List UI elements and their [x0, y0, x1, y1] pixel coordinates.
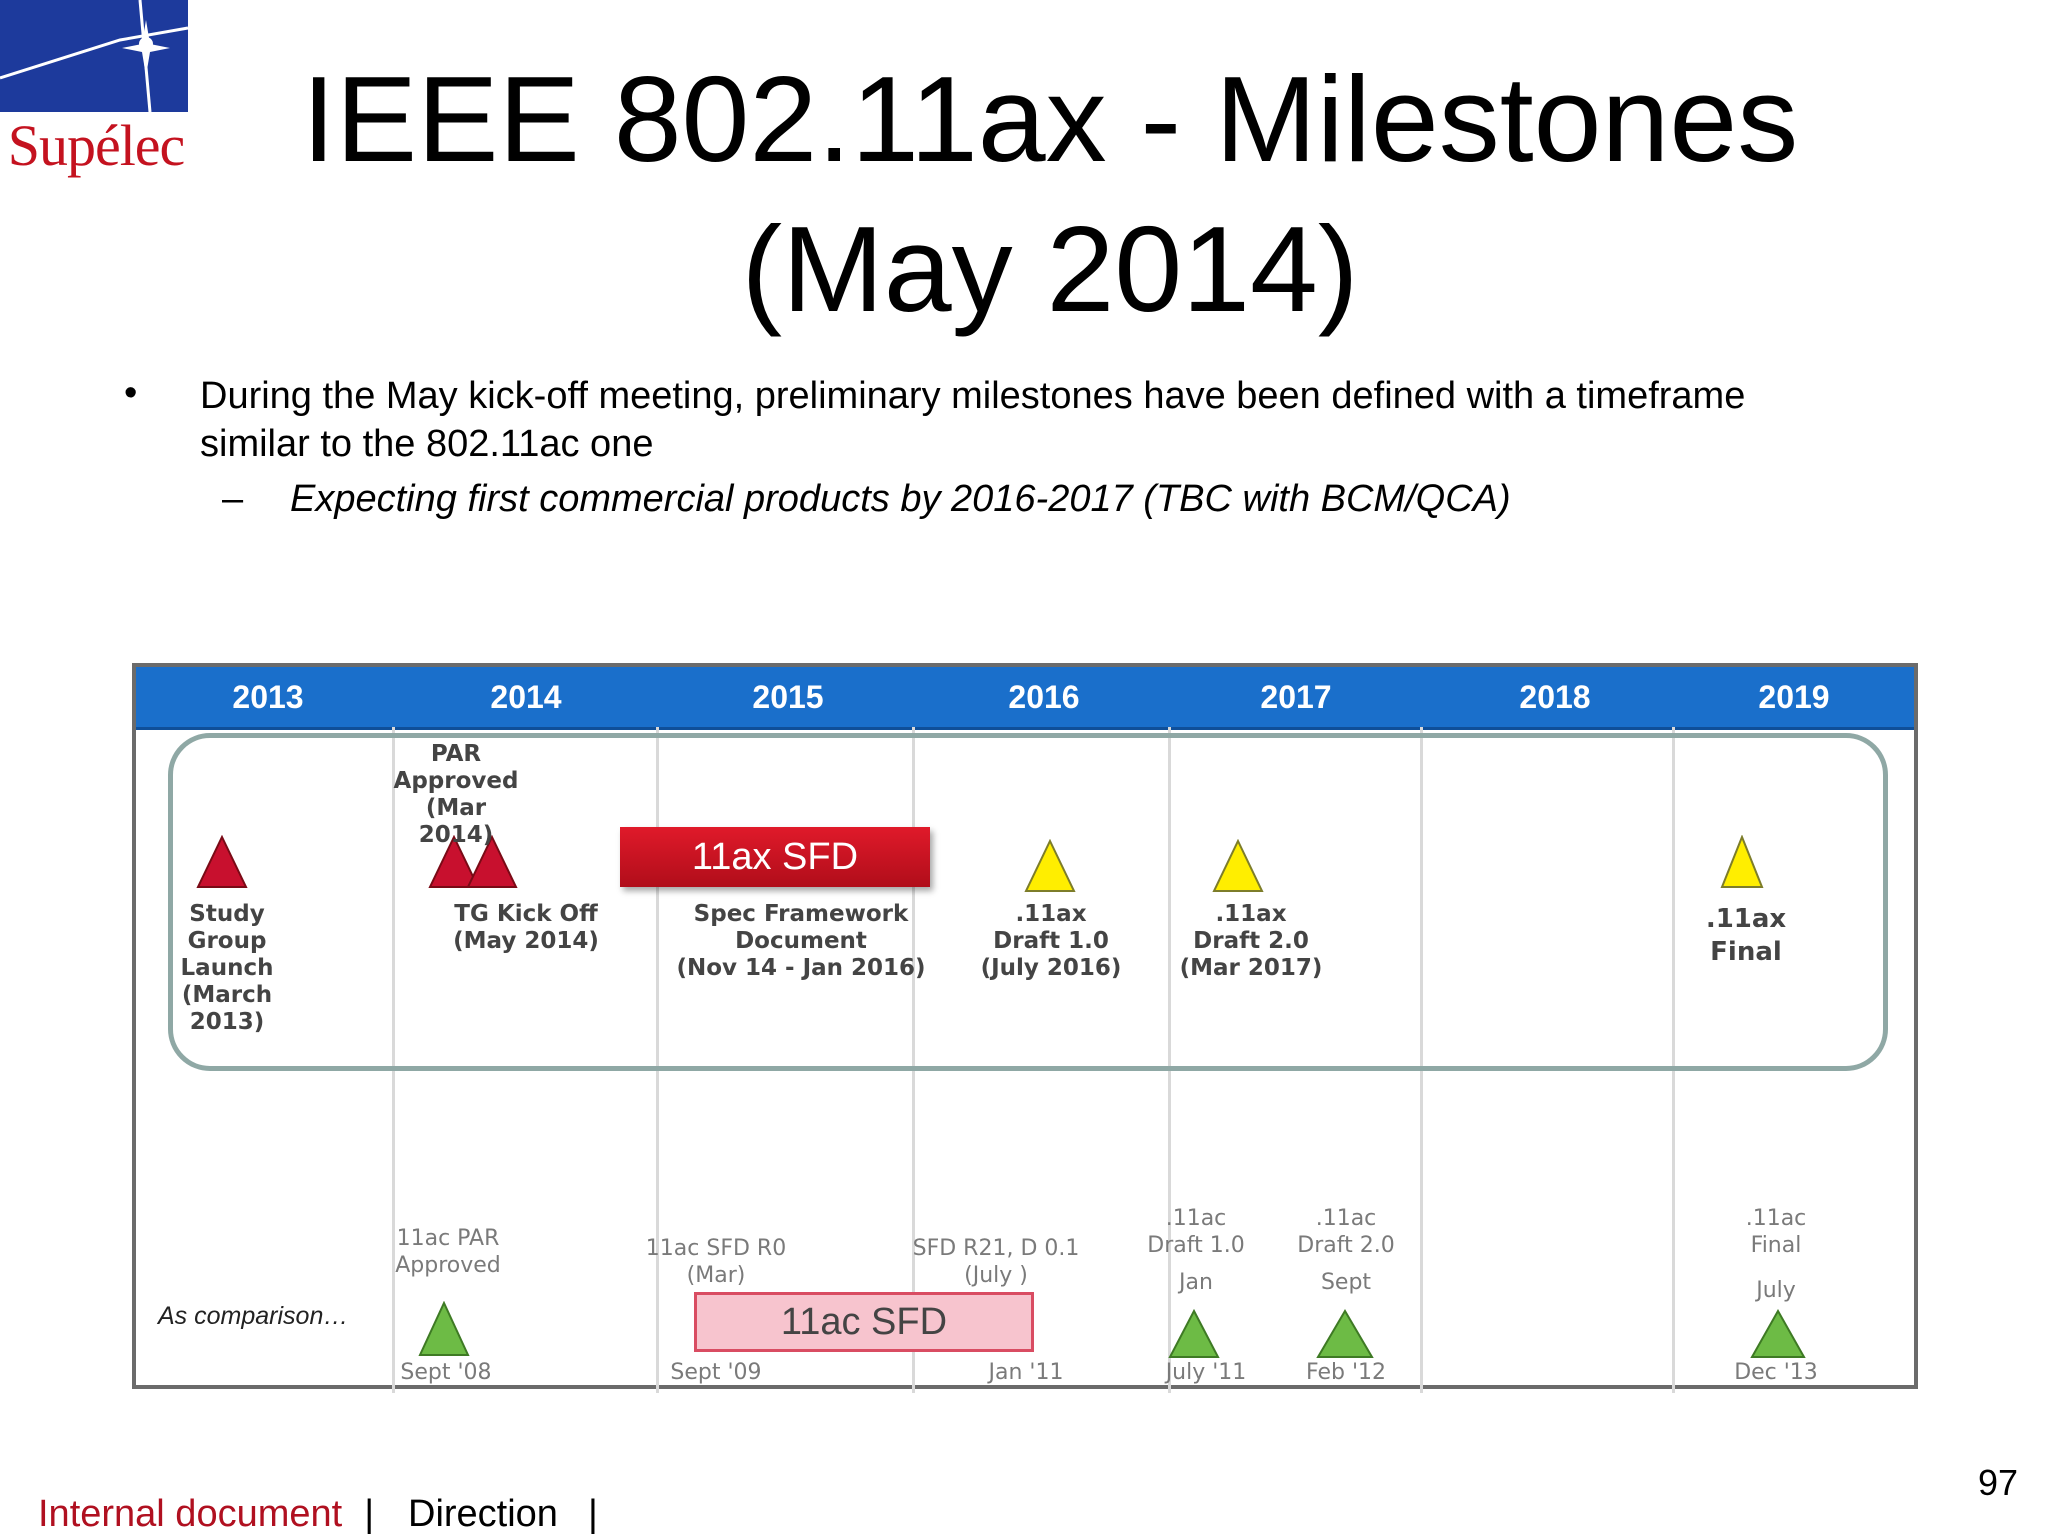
footer-separator: | [364, 1493, 375, 1535]
year-label: 2017 [1260, 679, 1332, 715]
year-label: 2013 [232, 679, 304, 715]
title-line-2: (May 2014) [741, 201, 1359, 337]
tg-kickoff-label: TG Kick Off (May 2014) [453, 901, 599, 954]
year-divider [656, 727, 659, 1393]
red-triangle-marker [428, 835, 480, 888]
year-label: 2019 [1758, 679, 1830, 715]
study-group-label: Study Group Launch (March 2013) [180, 901, 274, 1035]
11ax-milestones-group [168, 733, 1888, 1071]
year-header: 2013 2014 2015 2016 2017 2018 2019 [136, 667, 1914, 730]
11ac-sfd-r0-date: Sept '09 [670, 1360, 762, 1385]
as-comparison-label: As comparison… [158, 1302, 349, 1330]
green-triangle-marker [1750, 1309, 1806, 1358]
11ax-draft2-label: .11ax Draft 2.0 (Mar 2017) [1179, 901, 1323, 981]
11ac-draft1-label: .11ac Draft 1.0 Jan [1147, 1206, 1245, 1295]
11ax-draft1-label: .11ax Draft 1.0 (July 2016) [980, 901, 1122, 981]
yellow-triangle-marker [1212, 839, 1264, 892]
11ac-final-label: .11ac Final July [1745, 1206, 1807, 1303]
green-triangle-marker [418, 1301, 470, 1356]
year-divider [1420, 727, 1423, 1393]
year-divider [1168, 727, 1171, 1393]
title-line-1: IEEE 802.11ax - Milestones [301, 51, 1799, 187]
11ac-par-date: Sept '08 [400, 1360, 492, 1385]
11ac-draft2-date: Feb '12 [1306, 1360, 1386, 1385]
slide-title: IEEE 802.11ax - Milestones (May 2014) [230, 44, 1870, 344]
supelec-logo: Supélec [0, 0, 192, 184]
logo-text: Supélec [7, 113, 186, 178]
bullet-line-2: similar to the 802.11ac one [200, 423, 654, 465]
green-triangle-marker [1168, 1309, 1220, 1358]
11ax-sfd-bar: 11ax SFD [620, 827, 930, 887]
11ac-par-label: 11ac PAR Approved [395, 1226, 501, 1278]
year-label: 2014 [490, 679, 562, 715]
year-label: 2018 [1519, 679, 1591, 715]
footer-internal-document: Internal document | [38, 1493, 375, 1535]
11ac-sfd-r21-date: Jan '11 [988, 1360, 1064, 1385]
milestone-timeline: 2013 2014 2015 2016 2017 2018 2019 11ax … [132, 663, 1918, 1393]
yellow-triangle-marker [1720, 835, 1764, 888]
year-label: 2015 [752, 679, 824, 715]
11ac-sfd-bar: 11ac SFD [694, 1292, 1034, 1352]
11ac-draft2-label: .11ac Draft 2.0 Sept [1297, 1206, 1395, 1295]
page-number: 97 [1978, 1462, 2019, 1503]
bullet-marker: • [124, 372, 138, 414]
11ac-final-date: Dec '13 [1734, 1360, 1818, 1385]
11ac-sfd-r21-label: SFD R21, D 0.1 (July ) [912, 1236, 1080, 1288]
year-divider [1672, 727, 1675, 1393]
spec-framework-label: Spec Framework Document (Nov 14 - Jan 20… [676, 901, 926, 981]
footer-direction: Direction | [408, 1493, 598, 1535]
sub-bullet-dash: – [222, 478, 244, 520]
bullet-line-1: During the May kick-off meeting, prelimi… [200, 375, 1746, 417]
footer-separator: | [587, 1493, 598, 1535]
red-triangle-marker [196, 835, 248, 888]
sub-bullet-text: Expecting first commercial products by 2… [290, 478, 1511, 520]
11ax-final-label: .11ax Final [1705, 904, 1787, 967]
par-approved-label: PAR Approved (Mar 2014) [393, 741, 519, 848]
year-divider [392, 727, 395, 1393]
red-triangle-marker [466, 835, 518, 888]
11ac-sfd-r0-label: 11ac SFD R0 (Mar) [645, 1236, 787, 1288]
yellow-triangle-marker [1024, 839, 1076, 892]
year-label: 2016 [1008, 679, 1080, 715]
green-triangle-marker [1316, 1309, 1374, 1358]
11ac-draft1-date: July '11 [1165, 1360, 1247, 1385]
bullet-text: During the May kick-off meeting, prelimi… [200, 372, 1900, 468]
year-divider [912, 727, 915, 1393]
